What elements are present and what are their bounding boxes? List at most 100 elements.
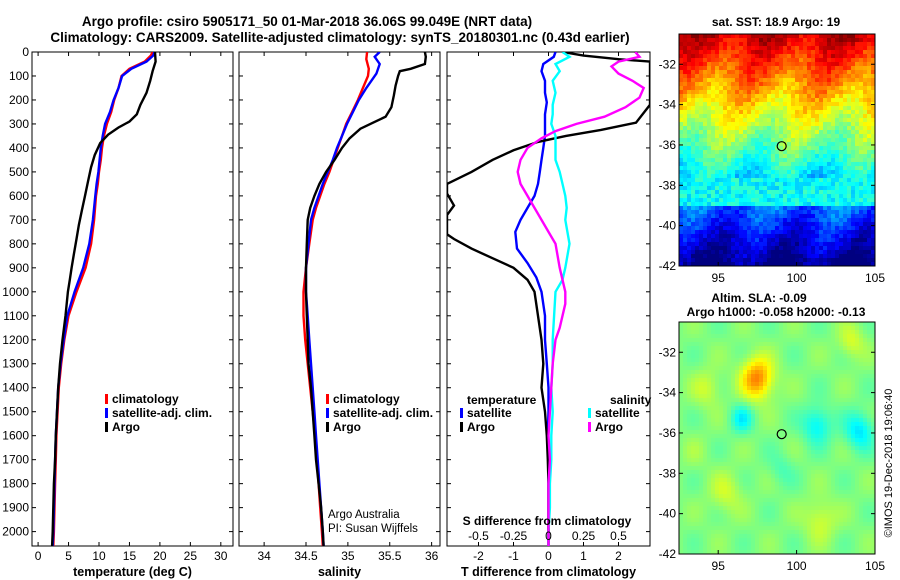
sla-cell: [835, 362, 840, 367]
sla-cell: [679, 338, 684, 343]
sst-cell: [759, 178, 764, 183]
sla-cell: [719, 450, 724, 455]
sst-cell: [855, 182, 860, 187]
sst-cell: [815, 90, 820, 95]
sla-cell: [747, 342, 752, 347]
sst-cell: [855, 226, 860, 231]
sla-cell: [843, 338, 848, 343]
sst-cell: [691, 142, 696, 147]
sst-cell: [867, 178, 872, 183]
sla-cell: [863, 350, 868, 355]
sst-cell: [803, 242, 808, 247]
sst-cell: [771, 142, 776, 147]
sst-cell: [827, 198, 832, 203]
sst-cell: [799, 258, 804, 263]
sst-cell: [751, 50, 756, 55]
sla-cell: [731, 342, 736, 347]
sst-cell: [807, 198, 812, 203]
depth-tick-label: 700: [9, 213, 29, 227]
sst-cell: [683, 166, 688, 171]
sst-cell: [843, 202, 848, 207]
sst-cell: [751, 178, 756, 183]
sla-cell: [695, 346, 700, 351]
sst-cell: [743, 98, 748, 103]
sst-cell: [703, 86, 708, 91]
sst-cell: [835, 222, 840, 227]
sst-cell: [715, 166, 720, 171]
sla-cell: [703, 334, 708, 339]
sst-cell: [731, 134, 736, 139]
sla-cell: [839, 322, 844, 327]
sst-cell: [859, 250, 864, 255]
sst-cell: [735, 134, 740, 139]
sst-cell: [751, 142, 756, 147]
sla-cell: [859, 354, 864, 359]
sst-cell: [847, 138, 852, 143]
sla-cell: [831, 386, 836, 391]
sla-cell: [683, 450, 688, 455]
sst-cell: [787, 34, 792, 39]
sla-cell: [743, 390, 748, 395]
sst-cell: [679, 230, 684, 235]
sla-cell: [811, 406, 816, 411]
sla-cell: [863, 378, 868, 383]
sla-cell: [827, 406, 832, 411]
sst-cell: [835, 230, 840, 235]
sst-cell: [827, 82, 832, 87]
sla-cell: [691, 366, 696, 371]
sst-cell: [811, 194, 816, 199]
sst-cell: [775, 126, 780, 131]
sst-cell: [799, 202, 804, 207]
sla-cell: [751, 334, 756, 339]
sla-cell: [751, 462, 756, 467]
sla-cell: [799, 382, 804, 387]
sla-cell: [839, 466, 844, 471]
sla-cell: [791, 358, 796, 363]
sst-cell: [703, 254, 708, 259]
sst-cell: [719, 118, 724, 123]
sst-cell: [787, 122, 792, 127]
sst-cell: [739, 218, 744, 223]
legend-satellite-adj-swatch: [326, 408, 329, 418]
sla-cell: [763, 342, 768, 347]
sst-cell: [735, 178, 740, 183]
sla-cell: [695, 470, 700, 475]
sla-cell: [783, 418, 788, 423]
sla-cell: [735, 462, 740, 467]
sst-cell: [871, 118, 876, 123]
sla-cell: [823, 342, 828, 347]
sst-cell: [831, 90, 836, 95]
sst-cell: [747, 86, 752, 91]
sla-cell: [803, 370, 808, 375]
sst-cell: [715, 106, 720, 111]
sst-cell: [831, 86, 836, 91]
sla-cell: [707, 434, 712, 439]
sst-cell: [731, 38, 736, 43]
sst-cell: [787, 190, 792, 195]
sst-cell: [679, 194, 684, 199]
sla-cell: [807, 418, 812, 423]
sla-cell: [771, 406, 776, 411]
sla-cell: [731, 362, 736, 367]
sla-cell: [871, 410, 876, 415]
sla-cell: [679, 330, 684, 335]
sst-cell: [755, 206, 760, 211]
sst-cell: [715, 150, 720, 155]
sla-cell: [775, 338, 780, 343]
sla-cell: [803, 458, 808, 463]
sla-cell: [839, 382, 844, 387]
sst-cell: [795, 206, 800, 211]
sla-cell: [779, 454, 784, 459]
sst-cell: [703, 58, 708, 63]
sst-cell: [735, 250, 740, 255]
sst-cell: [751, 214, 756, 219]
sla-cell: [771, 398, 776, 403]
sla-cell: [819, 458, 824, 463]
sla-cell: [859, 438, 864, 443]
sst-cell: [823, 34, 828, 39]
sla-cell: [751, 322, 756, 327]
sst-cell: [771, 102, 776, 107]
sst-cell: [767, 254, 772, 259]
sst-cell: [835, 82, 840, 87]
sst-cell: [727, 178, 732, 183]
